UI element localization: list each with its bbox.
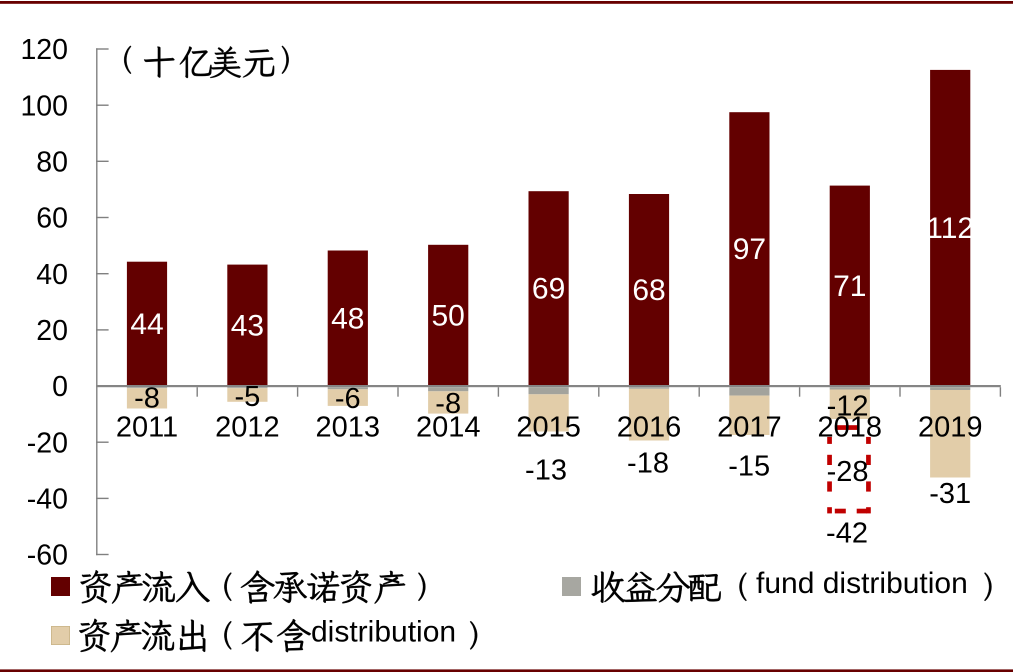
svg-text:2018: 2018 (818, 412, 883, 444)
svg-text:-6: -6 (335, 383, 361, 415)
svg-text:68: 68 (632, 274, 665, 307)
svg-text:-31: -31 (929, 478, 971, 510)
svg-text:-5: -5 (235, 381, 261, 413)
svg-text:-15: -15 (728, 450, 770, 482)
svg-text:80: 80 (36, 146, 68, 178)
svg-text:120: 120 (20, 34, 68, 66)
svg-text:-28: -28 (827, 456, 869, 488)
svg-text:60: 60 (36, 203, 68, 235)
svg-text:40: 40 (36, 259, 68, 291)
svg-text:43: 43 (231, 309, 264, 342)
svg-text:2019: 2019 (918, 412, 983, 444)
svg-text:2012: 2012 (215, 412, 280, 444)
svg-text:-8: -8 (134, 383, 160, 415)
svg-text:50: 50 (432, 300, 465, 333)
svg-text:48: 48 (331, 302, 364, 335)
svg-text:-13: -13 (525, 454, 567, 486)
svg-text:2016: 2016 (617, 412, 682, 444)
svg-text:97: 97 (733, 233, 766, 266)
svg-text:2014: 2014 (416, 412, 481, 444)
svg-text:2013: 2013 (316, 412, 381, 444)
svg-text:44: 44 (130, 308, 163, 341)
svg-text:69: 69 (532, 273, 565, 306)
svg-text:-8: -8 (435, 388, 461, 420)
svg-text:-40: -40 (27, 484, 68, 516)
svg-text:-60: -60 (27, 540, 68, 572)
svg-text:2017: 2017 (717, 412, 782, 444)
svg-text:-18: -18 (627, 448, 669, 480)
svg-text:2015: 2015 (516, 412, 581, 444)
svg-text:112: 112 (926, 212, 974, 245)
svg-text:2011: 2011 (116, 412, 178, 444)
svg-text:distribution: distribution (311, 616, 456, 649)
svg-text:71: 71 (833, 270, 866, 303)
svg-text:-12: -12 (827, 391, 869, 423)
svg-text:0: 0 (52, 371, 68, 403)
svg-text:20: 20 (36, 315, 68, 347)
svg-text:-42: -42 (826, 517, 868, 549)
svg-text:100: 100 (20, 90, 68, 122)
svg-text:-20: -20 (27, 427, 68, 459)
svg-text:fund distribution: fund distribution (756, 567, 968, 600)
